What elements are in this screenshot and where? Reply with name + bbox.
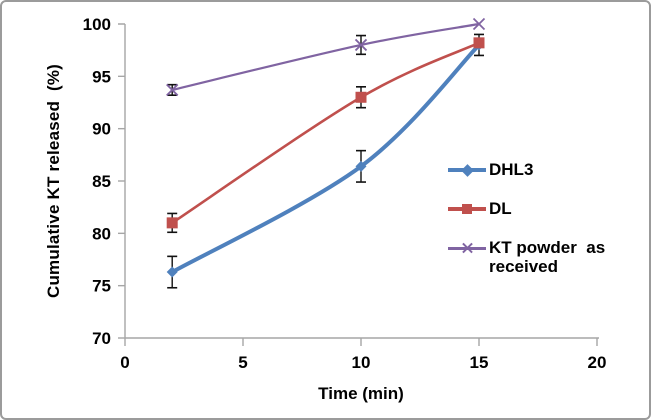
- x-marker-icon: [166, 83, 179, 97]
- x-marker-icon: [472, 17, 486, 31]
- square-marker-icon: [355, 91, 367, 103]
- x-tick-label: 0: [120, 353, 129, 372]
- legend-dhl3-sample: [448, 160, 486, 180]
- square-marker-icon: [166, 217, 178, 229]
- x-marker-icon: [354, 38, 368, 52]
- x-tick-label: 20: [588, 353, 607, 372]
- legend-item-dhl3: DHL3: [448, 160, 605, 180]
- y-tick-label: 70: [92, 329, 111, 348]
- y-tick-label: 85: [92, 172, 111, 191]
- diamond-marker-icon: [166, 266, 178, 278]
- x-tick-label: 15: [470, 353, 489, 372]
- diamond-marker-icon: [461, 164, 474, 177]
- square-marker-icon: [473, 37, 485, 49]
- y-axis-title: Cumulative KT released (%): [44, 63, 63, 299]
- legend-item-kt-powder: KT powder as received: [448, 238, 605, 276]
- x-axis-title: Time (min): [318, 384, 404, 403]
- legend: DHL3 DL KT powder as received: [448, 160, 605, 295]
- y-tick-label: 100: [83, 15, 111, 34]
- legend-dl-label: DL: [489, 199, 512, 218]
- legend-kt-powder-label: KT powder as received: [489, 238, 606, 276]
- y-tick-label: 90: [92, 120, 111, 139]
- x-tick-label: 10: [352, 353, 371, 372]
- series-line-kt: [171, 22, 481, 92]
- y-tick-label: 75: [92, 277, 111, 296]
- series-line-dl: [170, 41, 481, 225]
- legend-dl-sample: [448, 199, 486, 219]
- x-tick-label: 5: [238, 353, 247, 372]
- y-tick-label: 80: [92, 224, 111, 243]
- legend-item-dl: DL: [448, 199, 605, 219]
- square-marker-icon: [462, 204, 472, 214]
- y-tick-label: 95: [92, 67, 111, 86]
- legend-dhl3-label: DHL3: [489, 160, 534, 179]
- diamond-marker-icon: [355, 160, 367, 172]
- legend-kt-powder-sample: [448, 238, 486, 258]
